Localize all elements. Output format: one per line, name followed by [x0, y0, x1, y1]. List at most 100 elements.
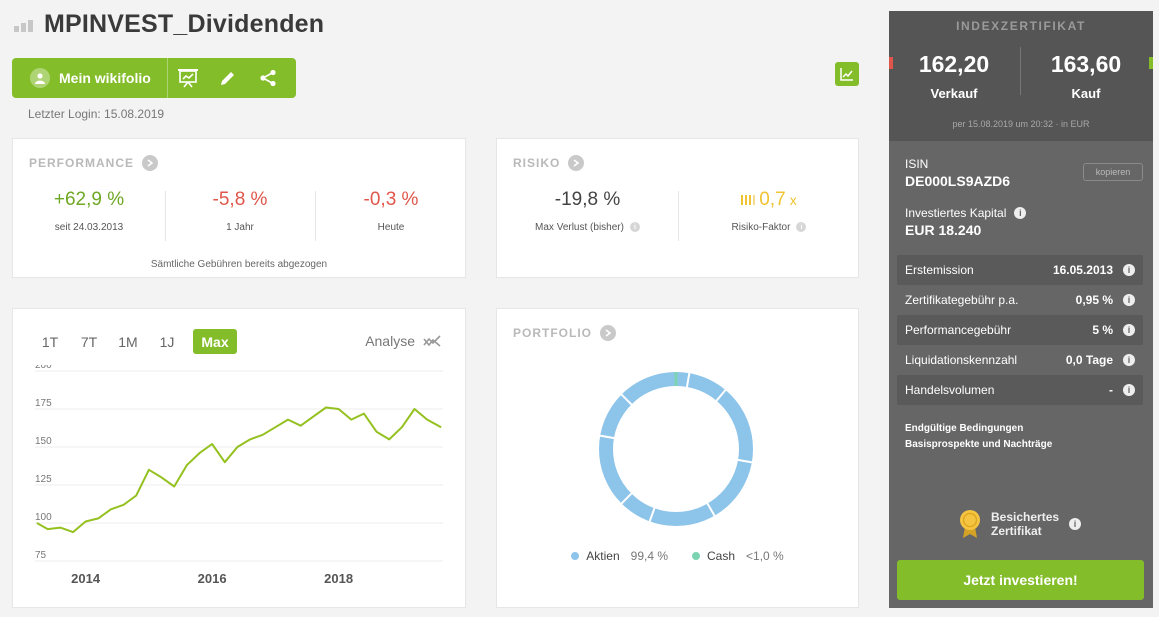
title-row: MPINVEST_Dividenden — [14, 10, 324, 39]
capital-value: EUR 18.240 — [905, 222, 982, 238]
analyse-label: Analyse — [365, 333, 415, 349]
info-icon[interactable]: i — [1014, 207, 1027, 219]
info-icon[interactable]: i — [629, 222, 640, 233]
series-line — [36, 406, 442, 534]
risk-factor: 0,7 x Risiko-Faktor i — [678, 189, 860, 233]
performance-total-label: seit 24.03.2013 — [54, 222, 124, 233]
invest-button[interactable]: Jetzt investieren! — [897, 560, 1144, 600]
portfolio-donut — [599, 372, 753, 526]
y-tick-label: 175 — [35, 398, 52, 409]
risk-title: RISIKO — [513, 155, 585, 171]
info-icon[interactable]: i — [1123, 324, 1135, 336]
buy-indicator — [1149, 57, 1153, 69]
analyse-icon — [423, 335, 441, 347]
info-icon[interactable]: i — [1123, 264, 1135, 276]
tab-7t[interactable]: 7T — [80, 333, 98, 350]
row-label: Liquidationskennzahl — [905, 353, 1018, 367]
price-box: INDEXZERTIFIKAT 162,20 Verkauf 163,60 Ka… — [889, 11, 1153, 141]
row-value: 0,0 Tage — [1065, 353, 1113, 367]
risk-factor-suffix: x — [789, 192, 797, 208]
legend-cash-value: <1,0 % — [746, 549, 784, 563]
y-tick-label: 100 — [35, 512, 52, 523]
table-row: Erstemission 16.05.2013 i — [897, 255, 1143, 285]
info-icon[interactable]: i — [796, 222, 807, 233]
presentation-icon[interactable] — [168, 58, 208, 98]
row-label: Erstemission — [905, 263, 974, 277]
isin-label: ISIN — [905, 157, 929, 171]
tab-1t[interactable]: 1T — [41, 333, 59, 350]
trend-icon — [840, 68, 853, 81]
performance-1y: -5,8 % 1 Jahr — [165, 189, 315, 233]
performance-card: PERFORMANCE +62,9 % seit 24.03.2013 -5,8… — [12, 138, 466, 278]
chart-trend-button[interactable] — [835, 62, 859, 86]
performance-today-label: Heute — [377, 222, 405, 233]
y-tick-label: 200 — [35, 365, 52, 371]
risk-card: RISIKO -19,8 % Max Verlust (bisher) i 0,7… — [496, 138, 859, 278]
range-tabs: 1T 7T 1M 1J Max — [33, 329, 237, 354]
table-row: Zertifikategebühr p.a. 0,95 % i — [897, 285, 1143, 315]
analyse-button[interactable]: Analyse — [365, 333, 441, 349]
last-login: Letzter Login: 15.08.2019 — [28, 107, 165, 121]
isin-value: DE000LS9AZD6 — [905, 173, 1011, 189]
table-row: Handelsvolumen - i — [897, 375, 1143, 405]
row-label: Handelsvolumen — [905, 383, 995, 397]
x-tick-label: 2014 — [71, 571, 101, 586]
y-tick-label: 125 — [35, 474, 52, 485]
copy-isin-button[interactable]: kopieren — [1083, 163, 1143, 181]
link-final-terms[interactable]: Endgültige Bedingungen — [905, 423, 1024, 434]
legend-aktien-name: Aktien — [586, 549, 620, 563]
sell-price-value: 162,20 — [918, 51, 990, 77]
row-value: 16.05.2013 — [1052, 263, 1113, 277]
info-icon[interactable]: i — [1123, 294, 1135, 306]
price-timestamp: per 15.08.2019 um 20:32 · in EUR — [952, 119, 1090, 129]
row-label: Zertifikategebühr p.a. — [905, 293, 1019, 307]
row-value: - — [1109, 383, 1113, 397]
mein-wikifolio-label: Mein wikifolio — [59, 70, 151, 86]
performance-total: +62,9 % seit 24.03.2013 — [13, 189, 165, 233]
info-icon[interactable]: i — [1123, 384, 1135, 396]
risk-factor-value: 0,7 — [759, 189, 786, 210]
portfolio-title-text: PORTFOLIO — [513, 326, 592, 340]
link-prospectus[interactable]: Basisprospekte und Nachträge — [905, 439, 1053, 450]
capital-label-text: Investiertes Kapital — [905, 206, 1007, 220]
tab-1j[interactable]: 1J — [159, 333, 175, 350]
pencil-icon[interactable] — [208, 58, 248, 98]
table-row: Liquidationskennzahl 0,0 Tage i — [897, 345, 1143, 375]
medal-icon — [960, 510, 980, 538]
info-icon[interactable]: i — [1123, 354, 1135, 366]
portfolio-title: PORTFOLIO — [513, 325, 616, 341]
chevron-right-icon[interactable] — [142, 155, 159, 171]
certificate-panel: INDEXZERTIFIKAT 162,20 Verkauf 163,60 Ka… — [889, 11, 1153, 608]
action-bar: Mein wikifolio — [12, 58, 296, 98]
chevron-right-icon[interactable] — [568, 155, 585, 171]
panel-title: INDEXZERTIFIKAT — [956, 19, 1086, 33]
risk-bars-icon — [741, 195, 756, 205]
share-icon[interactable] — [248, 58, 288, 98]
capital-label: Investiertes Kapital i — [905, 206, 1027, 220]
document-links: Endgültige Bedingungen Basisprospekte un… — [905, 421, 1052, 453]
secured-certificate: Besichertes Zertifikat i — [959, 509, 1082, 539]
legend-aktien: Aktien 99,4 % — [571, 549, 668, 563]
buy-price-value: 163,60 — [1050, 51, 1122, 77]
info-icon[interactable]: i — [1069, 518, 1082, 530]
performance-1y-value: -5,8 % — [212, 189, 268, 210]
user-icon — [30, 68, 50, 88]
page-title: MPINVEST_Dividenden — [44, 10, 325, 38]
performance-total-value: +62,9 % — [53, 189, 125, 210]
buy-price: 163,60 Kauf — [1021, 51, 1151, 101]
chevron-right-icon[interactable] — [600, 325, 616, 341]
performance-title-text: PERFORMANCE — [29, 156, 135, 170]
tab-1m[interactable]: 1M — [118, 333, 138, 350]
row-value: 5 % — [1092, 323, 1113, 337]
details-table: Erstemission 16.05.2013 i Zertifikategebüh… — [897, 255, 1143, 405]
mein-wikifolio-button[interactable]: Mein wikifolio — [12, 58, 168, 98]
performance-1y-label: 1 Jahr — [226, 222, 254, 233]
y-tick-label: 150 — [35, 436, 52, 447]
risk-title-text: RISIKO — [513, 156, 561, 170]
secured-line-1: Besichertes — [991, 510, 1060, 524]
row-value: 0,95 % — [1075, 293, 1113, 307]
tab-max[interactable]: Max — [193, 329, 237, 354]
secured-line-2: Zertifikat — [991, 524, 1042, 538]
performance-chart: 200 175 150 125 100 75 2014 2016 2018 — [35, 365, 443, 586]
risk-factor-label: Risiko-Faktor — [731, 222, 791, 233]
